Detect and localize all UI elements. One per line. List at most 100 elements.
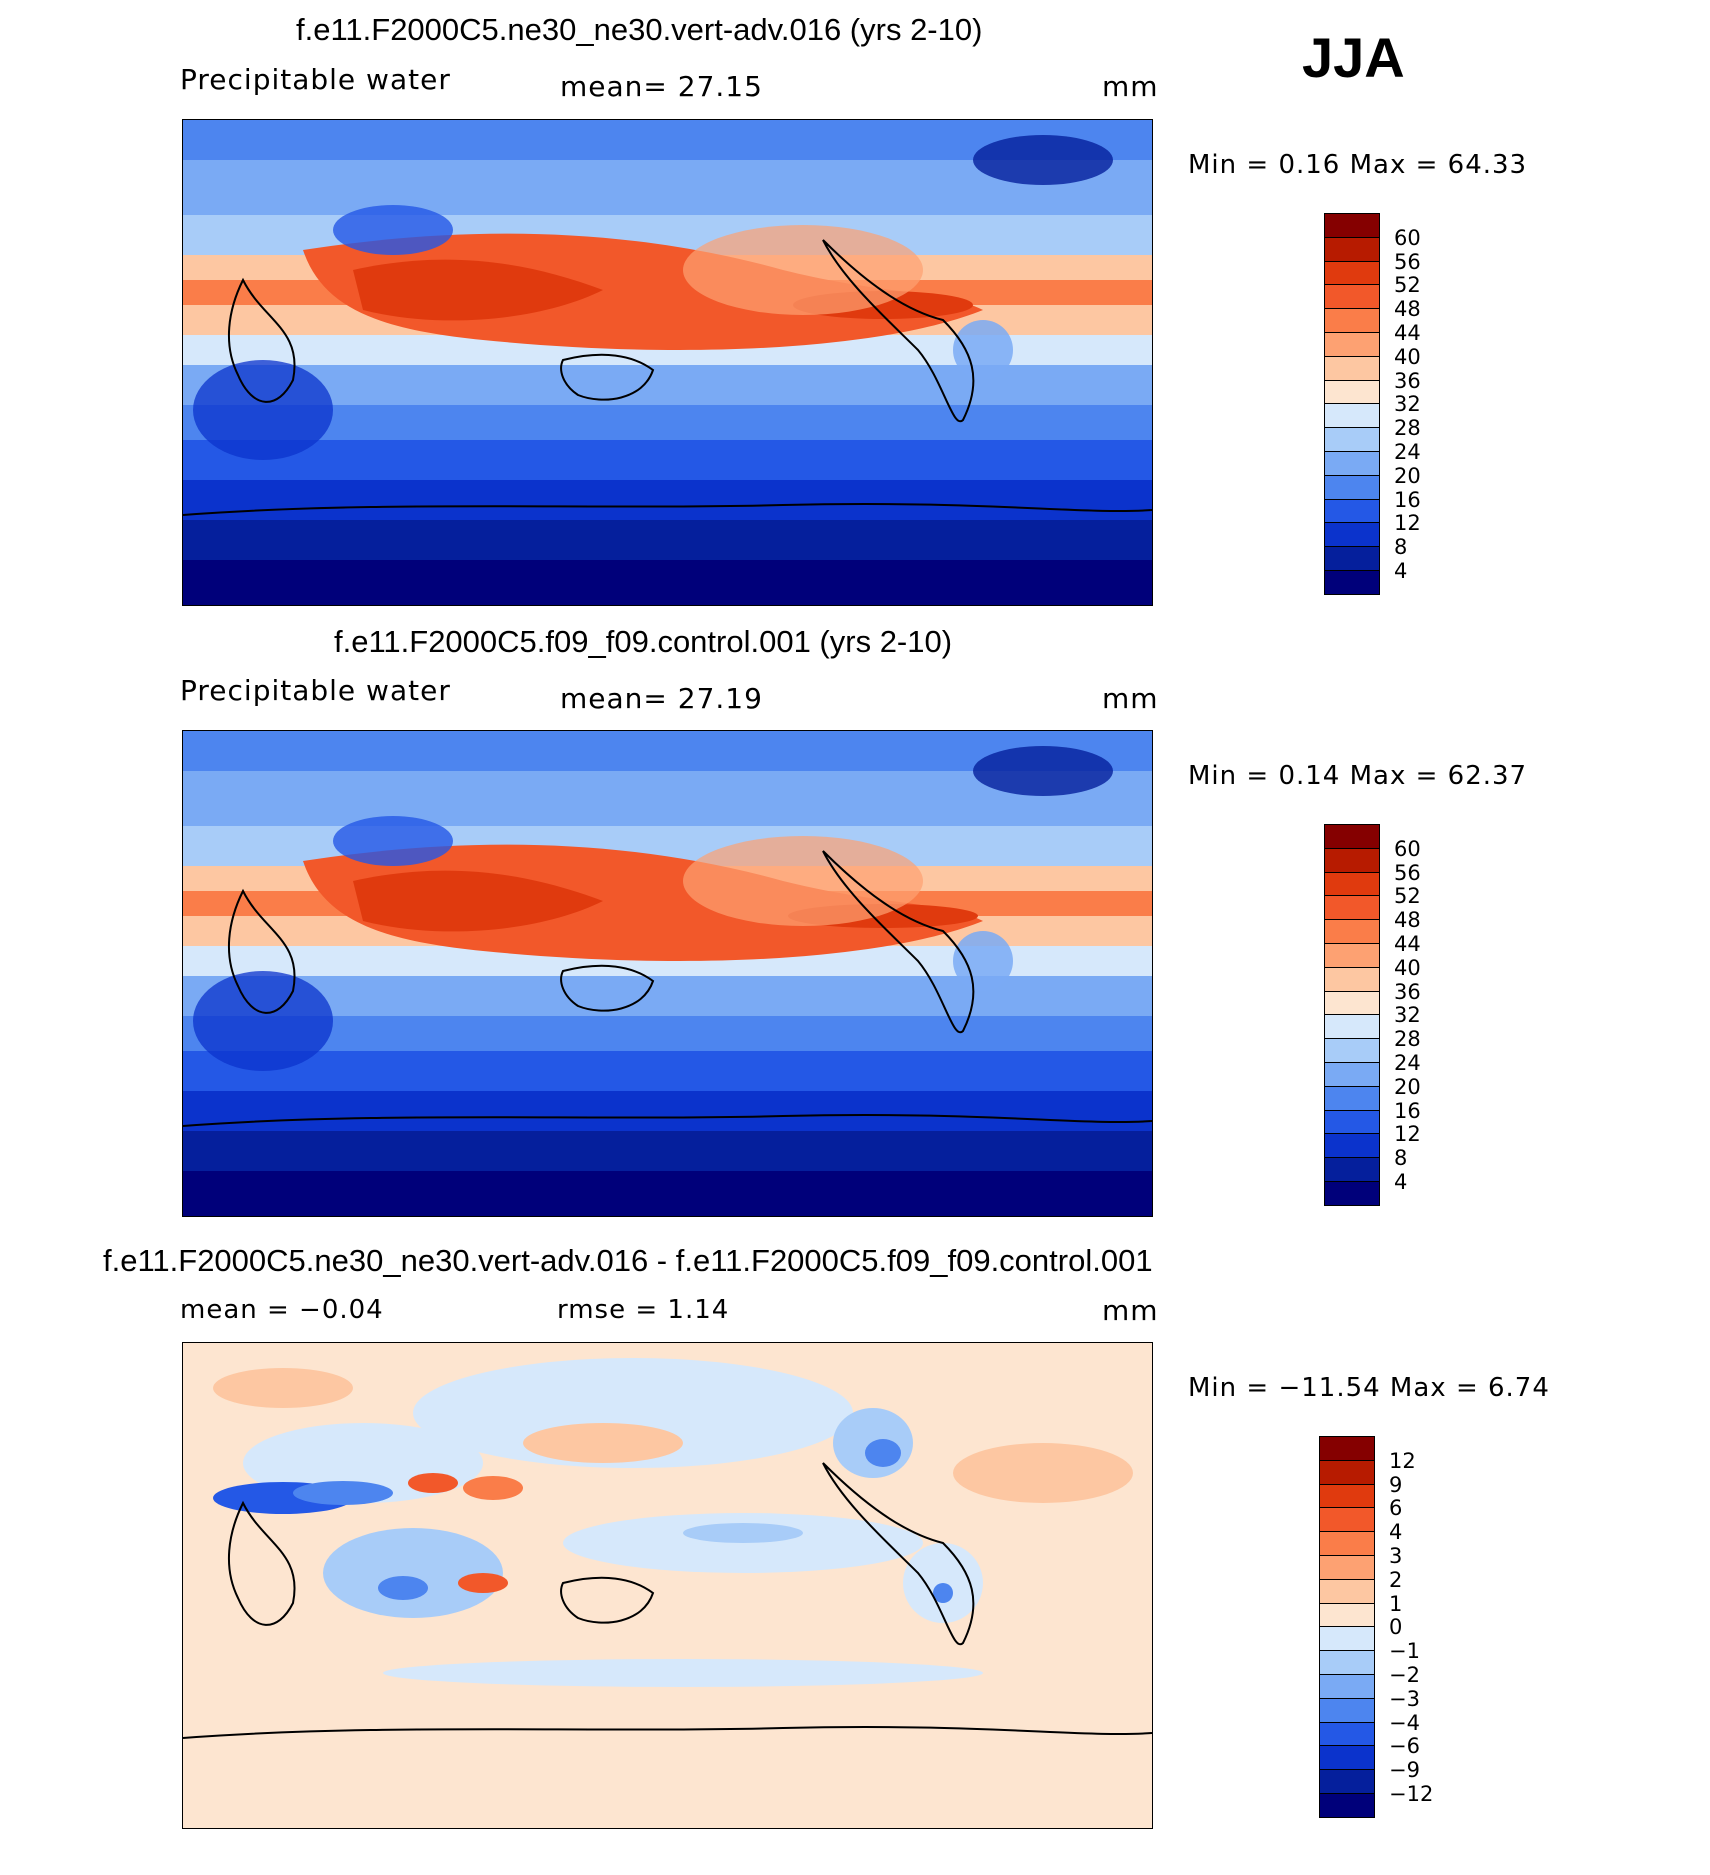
colorbar-swatch: [1319, 1745, 1375, 1771]
colorbar-label: 3: [1389, 1544, 1403, 1568]
panel-1-field: [183, 120, 1152, 605]
panel-2-map: [182, 730, 1153, 1217]
panel-2-minmax: Min = 0.14 Max = 62.37: [1188, 761, 1528, 791]
colorbar-swatch: [1324, 1157, 1380, 1183]
colorbar-swatch: [1324, 498, 1380, 524]
colorbar-label: 48: [1394, 908, 1421, 933]
colorbar-label: 12: [1389, 1448, 1416, 1473]
colorbar-swatch: [1319, 1769, 1375, 1795]
panel-1-variable: Precipitable water: [180, 63, 451, 96]
colorbar-swatch: [1324, 990, 1380, 1016]
colorbar-label: 36: [1394, 368, 1421, 393]
colorbar-swatch: [1324, 871, 1380, 897]
panel-2-field: [183, 731, 1152, 1216]
colorbar-swatch: [1319, 1602, 1375, 1628]
colorbar-swatch: [1319, 1507, 1375, 1533]
colorbar-label: 20: [1394, 1074, 1421, 1099]
colorbar-swatch: [1319, 1531, 1375, 1557]
colorbar-label: 40: [1394, 955, 1421, 980]
colorbar-label: 8: [1394, 1146, 1408, 1171]
colorbar-swatch: [1324, 451, 1380, 477]
colorbar-swatch: [1324, 236, 1380, 263]
colorbar-swatch: [1324, 1014, 1380, 1040]
colorbar-label: 8: [1394, 535, 1408, 560]
colorbar-swatch: [1324, 1038, 1380, 1064]
colorbar-swatch: [1324, 824, 1380, 850]
colorbar-swatch: [1319, 1721, 1375, 1747]
colorbar-label: 48: [1394, 297, 1421, 322]
panel-1-minmax: Min = 0.16 Max = 64.33: [1188, 150, 1528, 180]
colorbar-swatch: [1319, 1459, 1375, 1486]
colorbar-label: 6: [1389, 1496, 1403, 1521]
panel-1-title: f.e11.F2000C5.ne30_ne30.vert-adv.016 (yr…: [296, 12, 983, 47]
colorbar-swatch: [1319, 1436, 1375, 1462]
colorbar-swatch: [1324, 474, 1380, 501]
colorbar-label: 44: [1394, 321, 1421, 345]
colorbar-swatch: [1319, 1793, 1375, 1819]
panel-1-units: mm: [1102, 70, 1159, 103]
panel-2-mean: mean= 27.19: [560, 682, 763, 715]
colorbar-swatch: [1319, 1674, 1375, 1700]
panel-2-units: mm: [1102, 682, 1159, 715]
colorbar-label: −4: [1389, 1710, 1420, 1735]
colorbar-swatch: [1324, 522, 1380, 548]
colorbar-swatch: [1324, 570, 1380, 596]
colorbar-label: 36: [1394, 979, 1421, 1004]
colorbar-label: 24: [1394, 440, 1421, 464]
colorbar-label: 32: [1394, 392, 1421, 417]
colorbar-label: 44: [1394, 932, 1421, 956]
colorbar-swatch: [1324, 260, 1380, 286]
colorbar-swatch: [1319, 1626, 1375, 1652]
colorbar-label: 24: [1394, 1051, 1421, 1075]
colorbar-label: 4: [1394, 1170, 1408, 1194]
colorbar-label: 40: [1394, 344, 1421, 369]
panel-2-colorbar: 60 56 52 48 44 40 36 32 28 24 20 16 12 8 4: [1324, 824, 1464, 1207]
colorbar-swatch: [1324, 895, 1380, 921]
colorbar-swatch: [1324, 546, 1380, 572]
panel-3-map: [182, 1342, 1153, 1829]
colorbar-swatch: [1324, 332, 1380, 358]
colorbar-swatch: [1324, 966, 1380, 993]
colorbar-label: 4: [1389, 1520, 1403, 1545]
colorbar-swatch: [1324, 943, 1380, 969]
colorbar-label: 16: [1394, 487, 1421, 512]
panel-3-minmax: Min = −11.54 Max = 6.74: [1188, 1373, 1550, 1403]
colorbar-swatch: [1319, 1650, 1375, 1676]
colorbar-label: −1: [1389, 1639, 1420, 1664]
colorbar-label: 60: [1394, 836, 1421, 861]
colorbar-label: 28: [1394, 1027, 1421, 1052]
colorbar-label: 0: [1389, 1615, 1403, 1640]
colorbar-label: 32: [1394, 1003, 1421, 1028]
colorbar-swatch: [1319, 1697, 1375, 1724]
colorbar-label: 56: [1394, 249, 1421, 274]
panel-3-colorbar: 12 9 6 4 3 2 1 0 −1 −2 −3 −4 −6 −9 −12: [1319, 1436, 1459, 1819]
panel-3-field: [183, 1343, 1152, 1828]
colorbar-swatch: [1324, 919, 1380, 945]
colorbar-swatch: [1319, 1483, 1375, 1509]
colorbar-label: 16: [1394, 1098, 1421, 1123]
panel-3-title: f.e11.F2000C5.ne30_ne30.vert-adv.016 - f…: [103, 1243, 1153, 1278]
colorbar-swatch: [1324, 308, 1380, 334]
colorbar-label: −2: [1389, 1663, 1420, 1687]
season-label: JJA: [1302, 26, 1405, 89]
panel-1-map: [182, 119, 1153, 606]
panel-1-colorbar: 60 56 52 48 44 40 36 32 28 24 20 16 12 8 4: [1324, 213, 1464, 596]
colorbar-swatch: [1324, 213, 1380, 239]
panel-2-variable: Precipitable water: [180, 674, 451, 707]
colorbar-swatch: [1324, 284, 1380, 310]
colorbar-label: −9: [1389, 1758, 1420, 1783]
colorbar-label: 12: [1394, 1122, 1421, 1147]
colorbar-label: 1: [1389, 1591, 1403, 1616]
colorbar-label: 9: [1389, 1472, 1403, 1497]
panel-3-units: mm: [1102, 1294, 1159, 1327]
colorbar-swatch: [1324, 1181, 1380, 1207]
colorbar-label: 2: [1389, 1567, 1403, 1592]
colorbar-swatch: [1324, 1062, 1380, 1088]
colorbar-swatch: [1319, 1555, 1375, 1581]
colorbar-swatch: [1324, 1109, 1380, 1135]
colorbar-swatch: [1319, 1578, 1375, 1605]
colorbar-label: 28: [1394, 416, 1421, 441]
colorbar-label: 60: [1394, 225, 1421, 250]
colorbar-swatch: [1324, 355, 1380, 382]
colorbar-swatch: [1324, 1085, 1380, 1112]
